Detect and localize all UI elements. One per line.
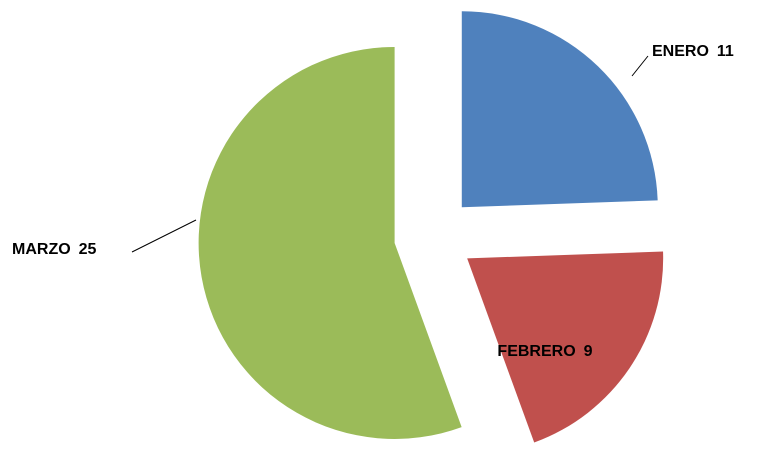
label-category: FEBRERO (497, 343, 575, 360)
label-value: 25 (79, 241, 97, 258)
label-category: ENERO (652, 43, 709, 60)
leader-line (131, 219, 197, 253)
label-value: 11 (717, 43, 734, 60)
pie-slice (198, 46, 462, 439)
label-category: MARZO (12, 241, 71, 258)
data-label: MARZO 25 (12, 241, 97, 258)
label-value: 9 (584, 343, 593, 360)
data-label: ENERO 11 (652, 43, 734, 60)
pie-slice (467, 251, 664, 443)
leader-line (631, 55, 649, 77)
data-label: FEBRERO 9 (497, 343, 592, 360)
pie-slice (461, 11, 658, 208)
